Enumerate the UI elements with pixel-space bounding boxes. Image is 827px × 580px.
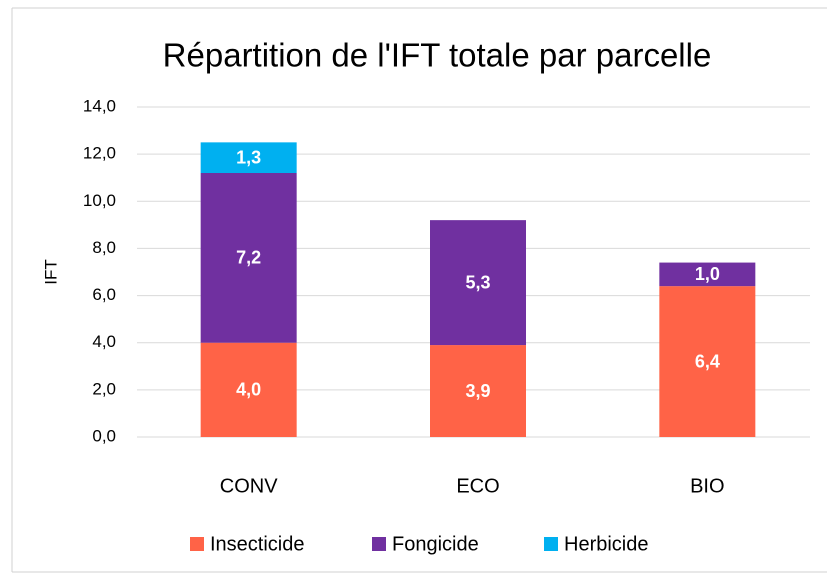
bar-segment: [200, 342, 297, 437]
x-tick-label: CONV: [220, 475, 278, 497]
x-tick-label: ECO: [456, 475, 499, 497]
y-tick-label: 0,0: [92, 426, 116, 445]
data-label: 6,4: [695, 351, 720, 371]
y-tick-label: 14,0: [83, 96, 116, 115]
legend-swatch: [544, 537, 558, 551]
legend-label: Insecticide: [210, 533, 305, 555]
bar-segment: [430, 220, 526, 346]
data-label: 7,2: [236, 248, 261, 268]
data-label: 1,0: [695, 264, 720, 284]
y-tick-label: 8,0: [92, 238, 116, 257]
data-label: 5,3: [465, 272, 490, 292]
legend-label: Herbicide: [564, 533, 648, 555]
bar-segment: [659, 286, 756, 437]
y-tick-label: 6,0: [92, 285, 116, 304]
y-tick-label: 10,0: [83, 191, 116, 210]
bar-segment: [200, 173, 297, 343]
chart-frame: [11, 7, 827, 573]
x-tick-label: BIO: [690, 475, 724, 497]
legend-swatch: [372, 537, 386, 551]
y-tick-label: 4,0: [92, 332, 116, 351]
y-tick-label: 12,0: [83, 144, 116, 163]
legend-swatch: [190, 537, 204, 551]
data-label: 3,9: [465, 381, 490, 401]
chart-title: Répartition de l'IFT totale par parcelle: [163, 37, 712, 74]
data-label: 1,3: [236, 147, 261, 167]
y-tick-label: 2,0: [92, 379, 116, 398]
legend-label: Fongicide: [392, 533, 479, 555]
bar-segment: [430, 345, 526, 437]
bar-segment: [659, 262, 756, 287]
data-label: 4,0: [236, 380, 261, 400]
bar-segment: [200, 142, 297, 173]
y-axis-label: IFT: [41, 259, 60, 285]
